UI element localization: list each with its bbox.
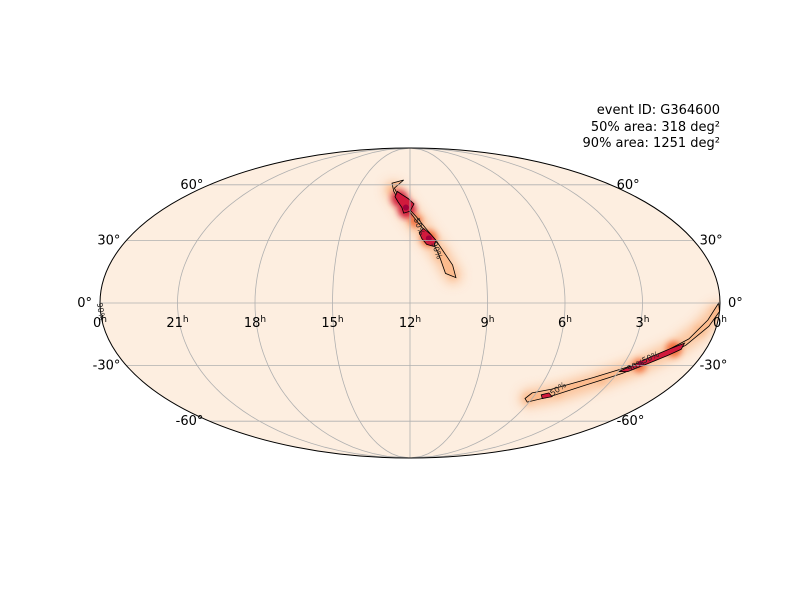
dec-tick-right-60: 60° [617, 178, 640, 193]
event-id-text: event ID: G364600 [596, 103, 720, 118]
contour-50-north [394, 190, 415, 214]
ra-gridline-9h [409, 148, 488, 458]
ra-tick-0h: 0h [713, 315, 727, 331]
dec-tick-left-60: 60° [180, 178, 203, 193]
ra-gridline-3h [409, 148, 643, 458]
probability-peak-0 [402, 204, 409, 211]
coordinate-grid [100, 148, 720, 458]
dec-tick-left-30: 30° [97, 233, 120, 248]
dec-tick-right--60: -60° [617, 414, 645, 429]
ra-gridline-21h [177, 148, 411, 458]
probability-peak-2 [637, 360, 644, 367]
ra-gridline-18h [254, 148, 411, 458]
credible-contours [391, 179, 720, 403]
dec-tick-right-0: 0° [728, 296, 743, 311]
ra-gridline-6h [409, 148, 566, 458]
area-50-text: 50% area: 318 deg² [590, 119, 720, 135]
contour-label-5: 90% [95, 302, 107, 321]
dec-tick-right--30: -30° [700, 359, 728, 374]
contour-50-south [618, 342, 686, 372]
event-info: event ID: G364600 50% area: 318 deg² 90%… [583, 103, 720, 153]
sky-boundary [99, 147, 721, 459]
ra-gridline-15h [332, 148, 411, 458]
probability-peak-1 [425, 235, 432, 242]
dec-tick-left--60: -60° [176, 414, 204, 429]
contour-50-south-b [540, 392, 553, 399]
dec-tick-left-0: 0° [77, 296, 92, 311]
dec-tick-right-30: 30° [700, 233, 723, 248]
area-90-text: 90% area: 1251 deg² [582, 136, 720, 151]
dec-tick-left--30: -30° [93, 359, 121, 374]
